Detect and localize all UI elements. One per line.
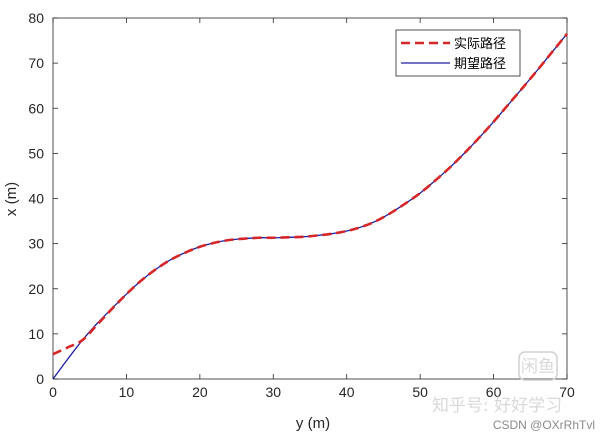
y-tick-label: 0 — [36, 371, 44, 387]
y-tick-label: 60 — [28, 100, 44, 116]
watermark-text: CSDN @OXrRhTvl — [493, 418, 595, 432]
y-tick-label: 30 — [28, 236, 44, 252]
watermark: 知乎号: 好好学习 闲鱼 CSDN @OXrRhTvl — [432, 351, 595, 432]
legend-label-actual: 实际路径 — [454, 36, 506, 52]
series-line-actual — [52, 32, 569, 356]
x-tick-label: 70 — [559, 384, 575, 400]
x-axis: 0 10 20 30 40 50 60 70 — [49, 18, 575, 400]
y-axis-label: x (m) — [3, 182, 20, 216]
legend-label-expected: 期望路径 — [454, 56, 506, 72]
watermark-badge-frame — [518, 351, 558, 381]
x-tick-label: 50 — [412, 384, 428, 400]
x-tick-label: 20 — [192, 384, 208, 400]
legend-box — [395, 29, 521, 77]
y-tick-label: 70 — [28, 55, 44, 71]
y-tick-label: 40 — [28, 191, 44, 207]
x-tick-label: 10 — [119, 384, 135, 400]
x-tick-label: 40 — [339, 384, 355, 400]
y-tick-label: 80 — [28, 10, 44, 26]
watermark-faint-text: 知乎号: 好好学习 — [432, 396, 562, 416]
x-tick-label: 60 — [486, 384, 502, 400]
y-axis: 0 10 20 30 40 50 60 70 80 — [28, 10, 567, 387]
y-tick-label: 10 — [28, 326, 44, 342]
watermark-badge: 闲鱼 — [521, 357, 555, 377]
y-tick-label: 20 — [28, 281, 44, 297]
legend: 实际路径 期望路径 — [395, 29, 521, 77]
x-axis-label: y (m) — [296, 415, 330, 432]
x-tick-label: 30 — [265, 384, 281, 400]
plot-area — [52, 32, 569, 380]
x-tick-label: 0 — [49, 384, 57, 400]
series-line-expected — [52, 33, 568, 380]
y-tick-label: 50 — [28, 145, 44, 161]
